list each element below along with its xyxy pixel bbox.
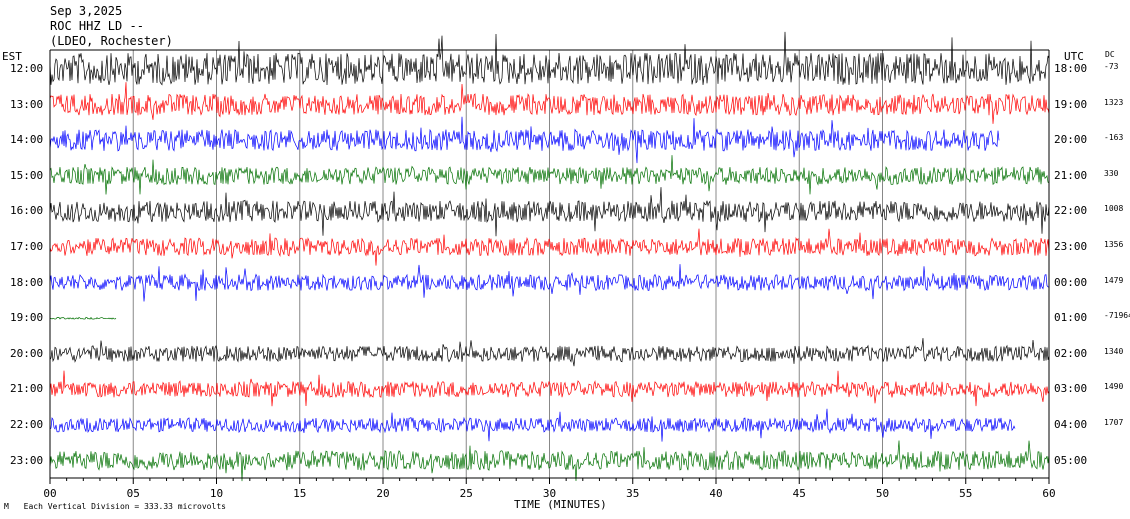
utc-hour-label: 21:00 (1054, 168, 1088, 182)
trace-2300 (49, 440, 1050, 482)
x-tick-label: 10 (209, 487, 224, 500)
x-tick-label: 00 (43, 487, 57, 500)
header-network: (LDEO, Rochester) (50, 34, 173, 48)
trace-1700 (49, 228, 1050, 266)
dc-offset-label: -163 (1104, 133, 1124, 143)
est-hour-label: 19:00 (10, 311, 44, 325)
trace-2100 (49, 370, 1050, 407)
utc-hour-label: 00:00 (1054, 275, 1088, 289)
x-tick-label: 15 (293, 487, 307, 500)
dc-offset-label: 1479 (1104, 275, 1124, 285)
trace-1900 (49, 316, 117, 320)
dc-offset-label: 1340 (1104, 346, 1124, 356)
trace-1800 (49, 264, 1050, 302)
trace-1300 (49, 82, 1050, 124)
dc-offset-label: 1356 (1104, 240, 1124, 249)
est-hour-label: 23:00 (10, 453, 44, 467)
utc-hour-label: 01:00 (1054, 311, 1088, 325)
dc-offset-label: 1008 (1104, 204, 1124, 214)
x-tick-label: 05 (126, 487, 140, 500)
utc-hour-label: 04:00 (1054, 418, 1088, 431)
trace-2200 (49, 408, 1016, 442)
trace-1600 (49, 187, 1050, 237)
utc-hour-label: 03:00 (1054, 382, 1088, 396)
dc-offset-label: -73 (1104, 62, 1119, 71)
utc-hour-label: 22:00 (1054, 204, 1088, 218)
utc-hour-label: 20:00 (1054, 133, 1088, 147)
seismic-traces (49, 31, 1050, 482)
est-hour-label: 16:00 (10, 204, 44, 218)
utc-hour-label: 23:00 (1054, 240, 1088, 253)
grid-lines (132, 50, 967, 478)
x-tick-label: 50 (875, 487, 890, 500)
x-tick-label: 20 (376, 487, 390, 500)
dc-offset-label: 1490 (1104, 382, 1124, 392)
footer-scale-text: Each Vertical Division = 333.33 microvol… (23, 502, 226, 511)
est-hour-label: 14:00 (10, 133, 44, 147)
est-hour-label: 22:00 (10, 418, 44, 431)
dc-offset-label: 1323 (1104, 97, 1124, 107)
header-date: Sep 3,2025 (50, 4, 123, 18)
dc-offset-label: 1707 (1104, 418, 1124, 427)
trace-2000 (49, 338, 1050, 367)
trace-1500 (49, 155, 1050, 195)
x-tick-label: 40 (709, 487, 723, 500)
est-hour-label: 13:00 (10, 97, 44, 111)
left-timezone-label: EST (2, 50, 22, 63)
utc-hour-label: 19:00 (1054, 97, 1088, 111)
est-hour-label: 15:00 (10, 168, 44, 182)
dc-header-label: DC (1105, 50, 1115, 59)
header-station: ROC HHZ LD -- (50, 19, 144, 33)
x-tick-label: 25 (459, 487, 473, 500)
x-tick-label: 60 (1042, 487, 1056, 500)
est-hour-label: 18:00 (10, 275, 44, 289)
trace-1400 (49, 116, 1000, 164)
utc-hour-label: 18:00 (1054, 62, 1088, 75)
utc-hour-label: 05:00 (1054, 453, 1088, 467)
right-timezone-label: UTC (1064, 50, 1084, 63)
dc-offset-label: 330 (1104, 168, 1119, 178)
x-tick-label: 45 (792, 487, 806, 500)
x-axis-title: TIME (MINUTES) (514, 498, 607, 511)
trace-1200 (49, 31, 1050, 86)
plot-frame (49, 49, 1050, 484)
utc-hour-label: 02:00 (1054, 346, 1088, 360)
est-hour-label: 21:00 (10, 382, 44, 396)
est-hour-label: 12:00 (10, 62, 44, 75)
x-tick-label: 55 (959, 487, 973, 500)
dc-offset-label: -7196437 (1104, 311, 1130, 321)
est-hour-label: 17:00 (10, 240, 44, 253)
x-tick-label: 30 (542, 487, 557, 500)
x-tick-label: 35 (626, 487, 640, 500)
footer-note: M Each Vertical Division = 333.33 microv… (4, 502, 226, 511)
footer-mark: M (4, 502, 9, 511)
est-hour-label: 20:00 (10, 346, 44, 360)
